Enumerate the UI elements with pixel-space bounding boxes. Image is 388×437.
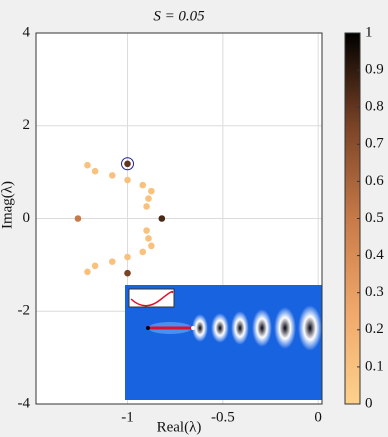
chart-title: S = 0.05	[153, 8, 205, 24]
point	[143, 227, 150, 234]
colorbar-tick-label: 0.8	[365, 99, 384, 115]
colorbar-tick-label: 0.4	[365, 247, 384, 263]
highlight-ring	[121, 157, 135, 171]
y-axis-label: Imag(λ)	[0, 181, 15, 229]
point	[139, 248, 147, 256]
y-tick-label: 4	[23, 24, 31, 40]
y-tick-label: 2	[23, 117, 31, 133]
colorbar-tick-label: 0.7	[365, 136, 384, 152]
colorbar-tick-label: 0.2	[365, 321, 384, 337]
point	[108, 172, 116, 179]
points	[74, 157, 166, 277]
point	[91, 167, 99, 175]
colorbar-tick-label: 1	[365, 24, 373, 40]
point	[124, 160, 131, 168]
colorbar-tick-label: 0.6	[365, 173, 384, 189]
point	[124, 253, 131, 261]
inset-image	[125, 285, 322, 400]
y-tick-label: -2	[18, 303, 31, 319]
point	[148, 187, 155, 195]
point	[84, 161, 91, 169]
y-tick-label: 0	[23, 210, 31, 226]
colorbar-tick-label: 0.9	[365, 62, 384, 78]
y-tick-label: -4	[18, 395, 31, 411]
point	[158, 215, 166, 222]
point	[148, 242, 155, 250]
colorbar-tick-label: 0.5	[365, 210, 384, 226]
plot-frame	[35, 32, 323, 405]
point	[124, 269, 131, 277]
point	[84, 268, 91, 276]
x-axis-label: Real(λ)	[157, 419, 202, 435]
point	[124, 176, 131, 184]
colorbar-tick-label: 0.3	[365, 284, 384, 300]
colorbar-tick-label: 0	[365, 395, 373, 411]
point	[145, 235, 152, 242]
x-tick-label: -0.5	[211, 409, 235, 425]
point	[91, 262, 99, 270]
colorbar-tick-label: 0.1	[365, 358, 384, 374]
x-tick-label: 0	[314, 409, 322, 425]
point	[143, 203, 150, 210]
point	[74, 215, 82, 222]
point	[145, 195, 152, 202]
point	[108, 258, 116, 265]
x-tick-label: -1	[121, 409, 134, 425]
point	[139, 181, 147, 189]
